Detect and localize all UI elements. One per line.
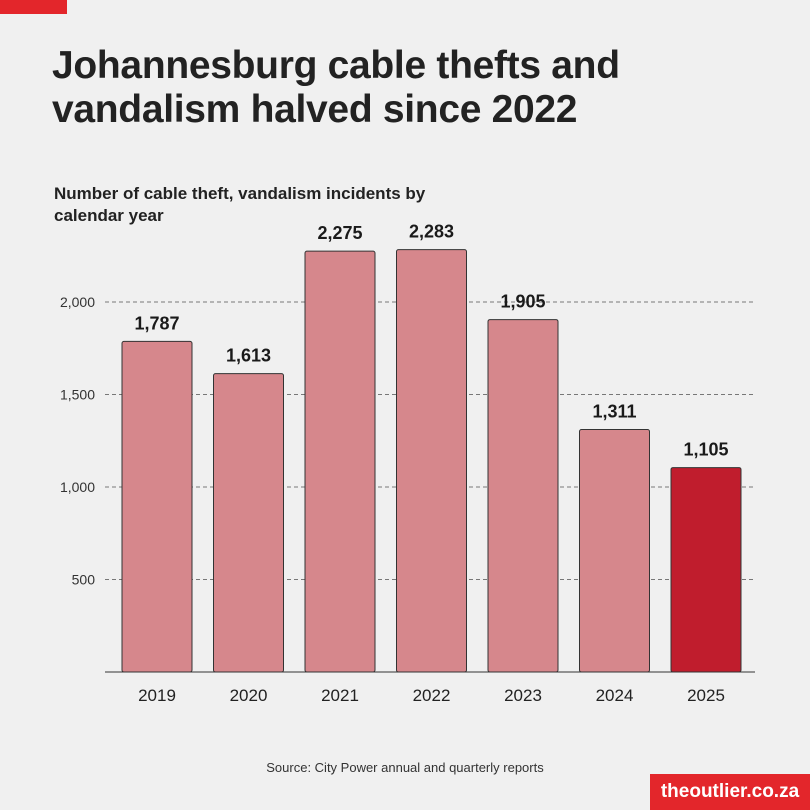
x-tick-label: 2023 — [504, 686, 542, 705]
bar — [487, 319, 559, 673]
x-tick-label: 2025 — [687, 686, 725, 705]
source-note: Source: City Power annual and quarterly … — [266, 760, 544, 775]
x-tick-label: 2019 — [138, 686, 176, 705]
chart-subtitle: Number of cable theft, vandalism inciden… — [54, 184, 426, 225]
y-tick-label: 1,500 — [60, 387, 95, 403]
data-label: 1,787 — [134, 313, 179, 333]
top-accent-bar — [0, 0, 67, 14]
y-tick-label: 1,000 — [60, 479, 95, 495]
bar — [304, 250, 376, 673]
data-label: 2,275 — [317, 223, 362, 243]
bar — [396, 249, 467, 673]
x-tick-label: 2024 — [596, 686, 634, 705]
x-tick-label: 2020 — [230, 686, 268, 705]
x-tick-label: 2021 — [321, 686, 359, 705]
y-tick-label: 2,000 — [60, 294, 95, 310]
bar — [213, 373, 284, 673]
data-label: 2,283 — [409, 222, 454, 242]
data-label: 1,311 — [592, 401, 636, 421]
data-label: 1,905 — [500, 292, 545, 312]
bar — [121, 340, 193, 673]
y-tick-label: 500 — [72, 572, 96, 588]
bar — [579, 428, 650, 673]
bar-chart: 500 1,000 1,500 2,000 1,787 2019 1,613 2020 2,27… — [60, 222, 755, 705]
chart-title: Johannesburg cable thefts and vandalism … — [52, 44, 620, 131]
brand-badge: theoutlier.co.za — [650, 774, 810, 810]
data-label: 1,613 — [226, 346, 271, 366]
data-label: 1,105 — [683, 440, 728, 460]
x-tick-label: 2022 — [413, 686, 451, 705]
bar — [670, 467, 742, 673]
